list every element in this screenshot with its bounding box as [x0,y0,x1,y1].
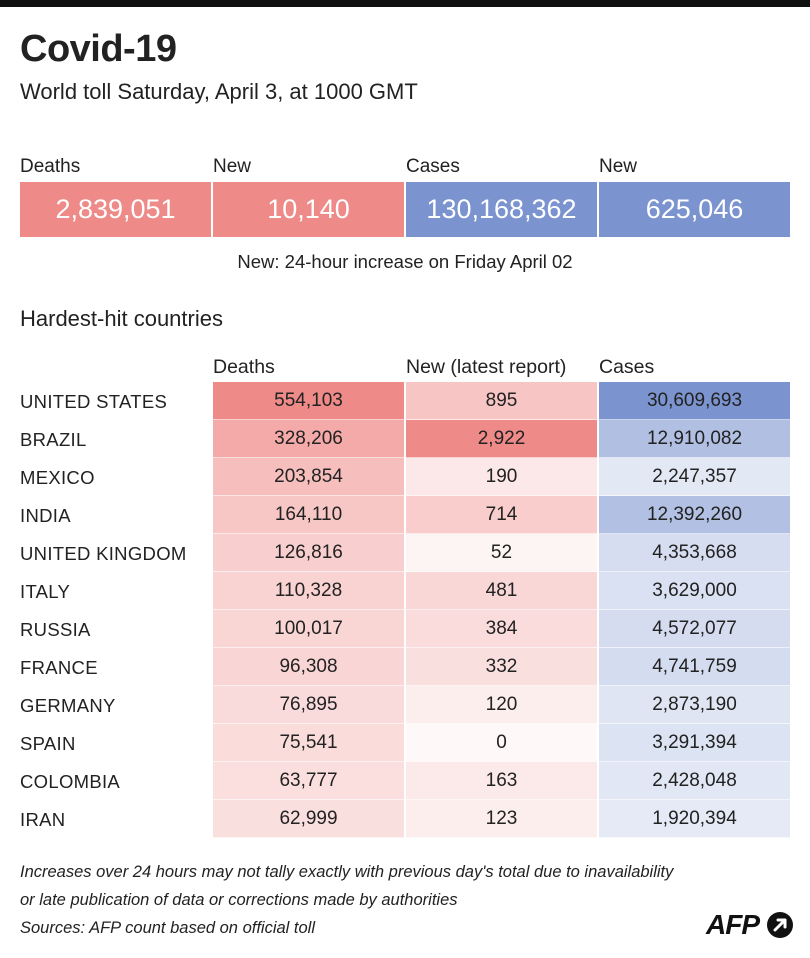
new-cell: 332 [406,648,597,686]
summary-new-deaths-value: 10,140 [213,182,404,237]
summary-new-cases-label: New [599,155,637,179]
country-label: GERMANY [20,694,116,718]
page-subtitle: World toll Saturday, April 3, at 1000 GM… [20,78,418,106]
country-label: BRAZIL [20,428,87,452]
new-cell: 895 [406,382,597,420]
page-title: Covid-19 [20,27,176,71]
summary-new-cases-value: 625,046 [599,182,790,237]
new-cell: 120 [406,686,597,724]
top-bar [0,0,810,7]
column-header-deaths: Deaths [213,355,275,379]
new-cell: 714 [406,496,597,534]
deaths-cell: 96,308 [213,648,404,686]
summary-new-deaths-label: New [213,155,251,179]
country-label: COLOMBIA [20,770,120,794]
country-label: UNITED STATES [20,390,167,414]
summary-cases-value: 130,168,362 [406,182,597,237]
deaths-cell: 554,103 [213,382,404,420]
deaths-cell: 110,328 [213,572,404,610]
new-cell: 52 [406,534,597,572]
summary-cases-label: Cases [406,155,460,179]
new-cell: 481 [406,572,597,610]
cases-cell: 2,428,048 [599,762,790,800]
deaths-cell: 203,854 [213,458,404,496]
afp-logo: AFP [706,905,796,945]
deaths-cell: 164,110 [213,496,404,534]
cases-cell: 30,609,693 [599,382,790,420]
summary-note: New: 24-hour increase on Friday April 02 [0,250,810,274]
country-label: IRAN [20,808,65,832]
cases-cell: 3,291,394 [599,724,790,762]
country-label: ITALY [20,580,70,604]
deaths-cell: 63,777 [213,762,404,800]
deaths-cell: 328,206 [213,420,404,458]
cases-cell: 12,910,082 [599,420,790,458]
new-cell: 2,922 [406,420,597,458]
country-label: RUSSIA [20,618,91,642]
summary-deaths-label: Deaths [20,155,80,179]
cases-cell: 2,247,357 [599,458,790,496]
afp-logo-mark-icon [766,911,794,939]
country-label: SPAIN [20,732,76,756]
country-label: UNITED KINGDOM [20,542,187,566]
deaths-cell: 100,017 [213,610,404,648]
deaths-cell: 126,816 [213,534,404,572]
cases-cell: 4,741,759 [599,648,790,686]
new-cell: 0 [406,724,597,762]
new-cell: 384 [406,610,597,648]
cases-cell: 3,629,000 [599,572,790,610]
cases-cell: 1,920,394 [599,800,790,838]
country-label: MEXICO [20,466,95,490]
source-note: Sources: AFP count based on official tol… [20,917,315,939]
new-cell: 190 [406,458,597,496]
country-label: FRANCE [20,656,98,680]
deaths-cell: 76,895 [213,686,404,724]
cases-cell: 4,353,668 [599,534,790,572]
cases-cell: 2,873,190 [599,686,790,724]
footnote-line-2: or late publication of data or correctio… [20,889,458,911]
deaths-cell: 75,541 [213,724,404,762]
column-header-cases: Cases [599,355,654,379]
deaths-cell: 62,999 [213,800,404,838]
country-label: INDIA [20,504,71,528]
table-title: Hardest-hit countries [20,305,223,333]
cases-cell: 4,572,077 [599,610,790,648]
column-header-new: New (latest report) [406,355,566,379]
summary-deaths-value: 2,839,051 [20,182,211,237]
new-cell: 163 [406,762,597,800]
footnote-line-1: Increases over 24 hours may not tally ex… [20,861,673,883]
cases-cell: 12,392,260 [599,496,790,534]
new-cell: 123 [406,800,597,838]
afp-logo-text: AFP [706,905,759,945]
